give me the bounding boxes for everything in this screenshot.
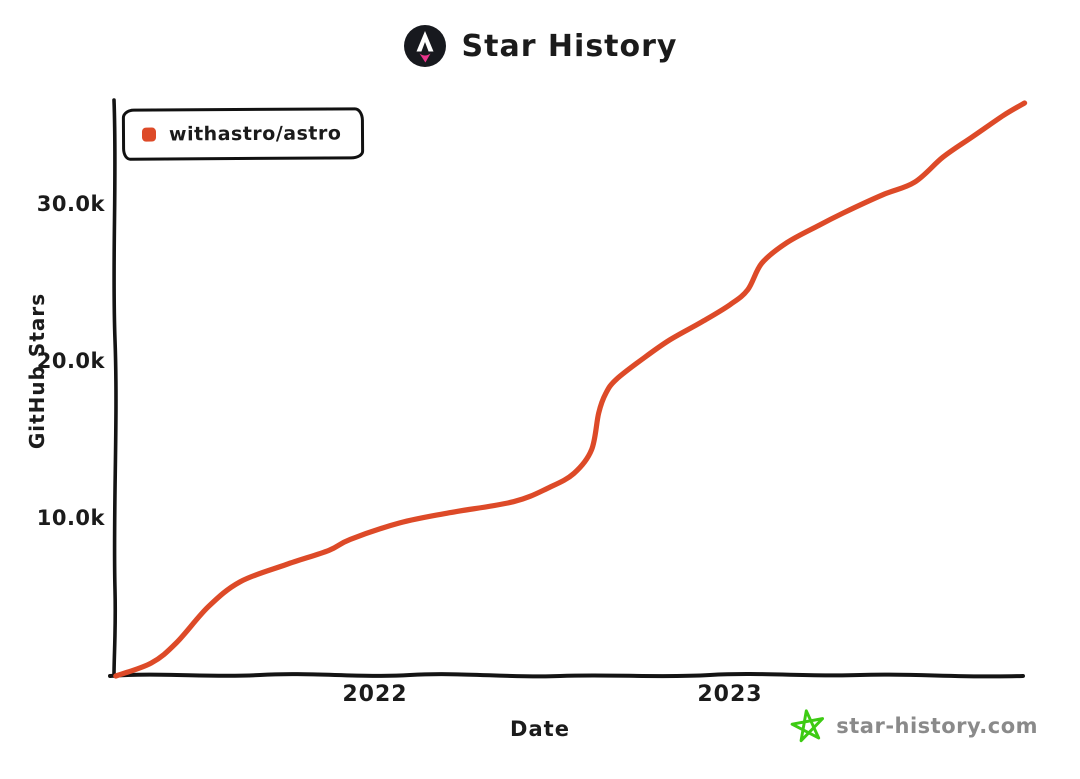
y-axis-line <box>112 98 118 678</box>
y-tick-label: 20.0k <box>36 349 105 373</box>
y-tick-label: 10.0k <box>36 506 105 530</box>
site-attribution[interactable]: star-history.com <box>790 708 1038 744</box>
site-link-text[interactable]: star-history.com <box>836 714 1038 738</box>
page-header: Star History <box>0 24 1080 68</box>
legend-series-label: withastro/astro <box>168 122 342 146</box>
x-tick-label: 2022 <box>342 682 408 707</box>
x-tick-label: 2023 <box>697 682 763 707</box>
astro-logo-icon <box>403 25 446 67</box>
y-tick-label: 30.0k <box>36 192 105 216</box>
legend[interactable]: withastro/astro <box>121 107 365 161</box>
x-axis-line <box>108 672 1025 679</box>
star-doodle-icon <box>790 709 825 743</box>
page-title: Star History <box>461 28 678 64</box>
series-line-withastro-astro[interactable] <box>113 100 1028 679</box>
x-axis-title: Date <box>510 717 570 741</box>
legend-marker-swatch <box>141 127 157 142</box>
